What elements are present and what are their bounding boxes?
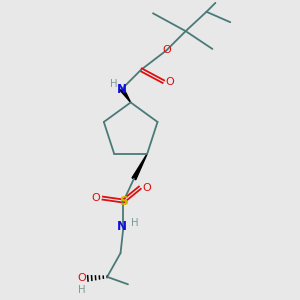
Text: S: S bbox=[119, 195, 128, 208]
Text: H: H bbox=[131, 218, 139, 228]
Polygon shape bbox=[120, 88, 131, 102]
Text: H: H bbox=[110, 79, 117, 89]
Text: O: O bbox=[77, 273, 86, 284]
Text: O: O bbox=[142, 183, 151, 193]
Text: O: O bbox=[166, 76, 174, 87]
Text: H: H bbox=[77, 285, 85, 295]
Text: N: N bbox=[117, 82, 127, 96]
Text: O: O bbox=[92, 193, 100, 203]
Text: N: N bbox=[117, 220, 127, 233]
Text: O: O bbox=[162, 45, 171, 56]
Polygon shape bbox=[132, 154, 147, 180]
